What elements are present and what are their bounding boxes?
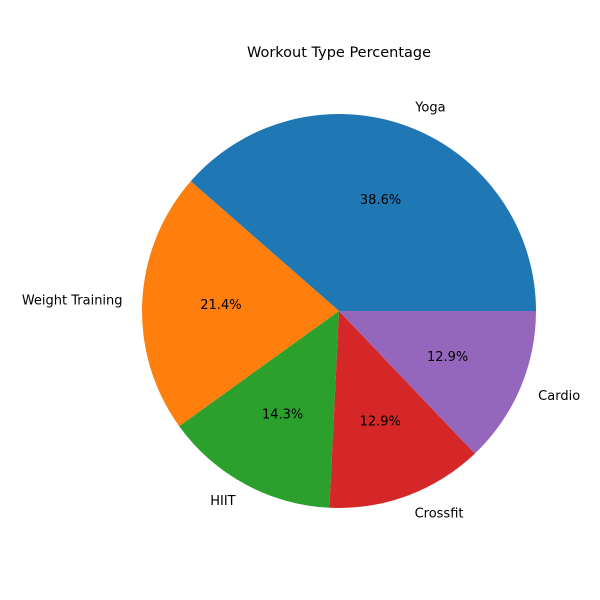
pie-slice-yoga [190, 113, 536, 311]
slice-label-weight-training: Weight Training [22, 293, 123, 308]
slice-percent-yoga: 38.6% [360, 193, 401, 208]
slice-label-cardio: Cardio [538, 389, 580, 404]
slice-percent-weight-training: 21.4% [200, 298, 241, 313]
pie-slices [141, 113, 536, 508]
pie-slice-cardio [339, 311, 536, 454]
slice-percent-crossfit: 12.9% [360, 414, 401, 429]
pie-slice-weight-training [141, 181, 339, 427]
pie-slice-crossfit [329, 311, 475, 508]
slice-label-yoga: Yoga [414, 101, 445, 116]
slice-percent-hiit: 14.3% [262, 407, 303, 422]
slice-percent-cardio: 12.9% [427, 350, 468, 365]
chart-title: Workout Type Percentage [247, 45, 431, 61]
slice-label-crossfit: Crossfit [415, 507, 464, 522]
pie-labels: Yoga 38.6% Weight Training 21.4% HIIT 14.3% Cr… [22, 101, 580, 522]
pie-slice-hiit [179, 311, 339, 508]
slice-label-hiit: HIIT [210, 494, 235, 509]
